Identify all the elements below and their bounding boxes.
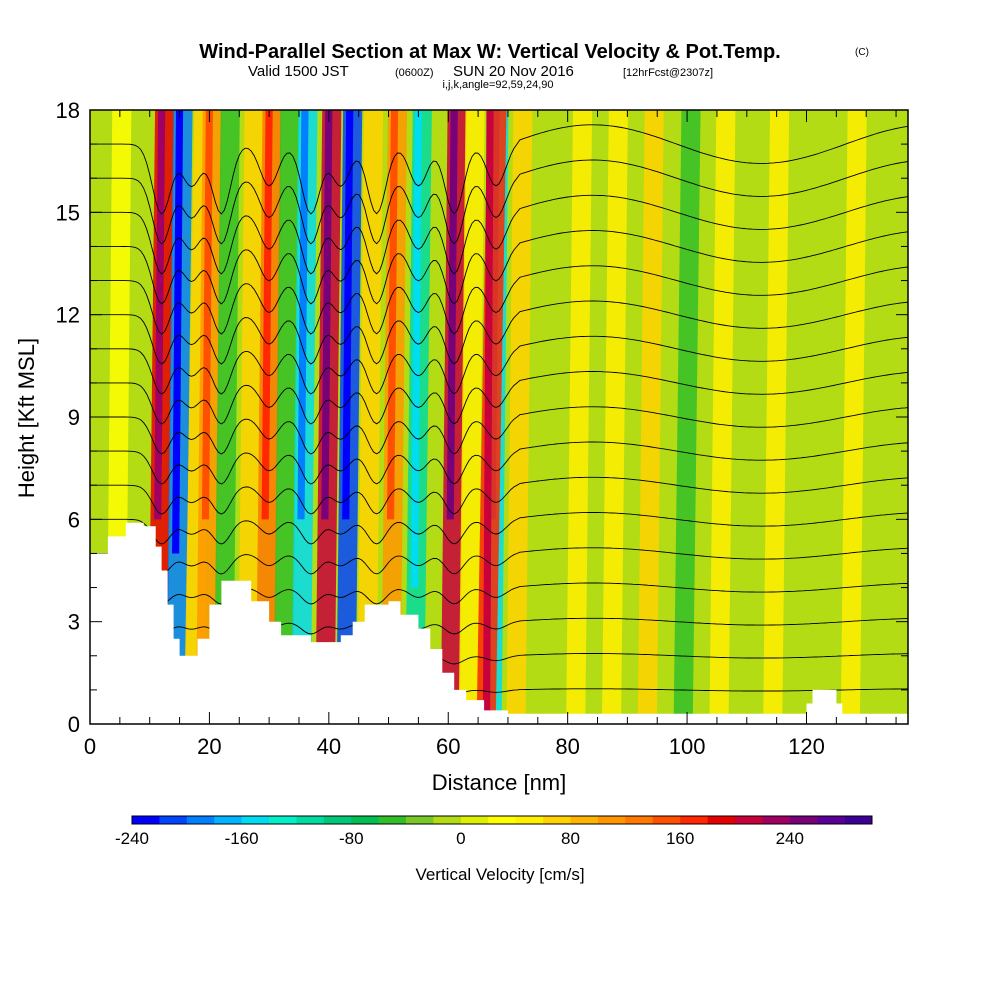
colorbar-swatch: [680, 816, 708, 824]
colorbar-tick-label: -160: [225, 829, 259, 848]
colorbar-tick-label: 240: [776, 829, 804, 848]
velocity-band: [637, 110, 664, 724]
colorbar-swatch: [597, 816, 626, 824]
velocity-core: [386, 110, 399, 520]
colorbar-swatch: [296, 816, 325, 824]
velocity-band: [506, 110, 533, 724]
colorbar-swatch: [817, 816, 845, 824]
theta-contour: [90, 512, 908, 545]
y-tick-label: 18: [56, 98, 80, 123]
theta-contour: [90, 371, 908, 425]
colorbar-swatch: [734, 816, 763, 824]
colorbar-swatch: [789, 816, 818, 824]
colorbar-tick-label: -80: [339, 829, 364, 848]
theta-contour: [90, 230, 908, 305]
velocity-band: [673, 110, 701, 724]
chart-title: Wind-Parallel Section at Max W: Vertical…: [199, 41, 780, 63]
theta-contour: [90, 547, 908, 575]
colorbar-swatch: [433, 816, 462, 824]
colorbar: -240 -160 -80 0 80 160 240: [115, 815, 873, 848]
velocity-core: [172, 110, 184, 554]
copyright-mark: (C): [855, 47, 869, 58]
x-tick-label: 100: [669, 734, 706, 759]
colorbar-label: Vertical Velocity [cm/s]: [415, 865, 584, 884]
x-tick-label: 20: [197, 734, 221, 759]
valid-date: SUN 20 Nov 2016: [453, 63, 574, 80]
y-tick-label: 6: [68, 507, 80, 532]
velocity-core: [154, 110, 166, 520]
x-tick-label: 80: [555, 734, 579, 759]
colorbar-swatch: [460, 816, 489, 824]
colorbar-swatch: [652, 816, 681, 824]
colorbar-swatch: [762, 816, 791, 824]
x-axis-label: Distance [nm]: [432, 770, 567, 795]
colorbar-frame: [131, 815, 873, 825]
x-tick-label: 40: [317, 734, 341, 759]
x-axis-ticks: 0 20 40 60 80 100 120: [84, 110, 897, 759]
colorbar-swatch: [351, 816, 379, 824]
velocity-core: [297, 110, 309, 520]
plot-area: [90, 110, 908, 724]
colorbar-swatch: [186, 816, 215, 824]
velocity-band: [458, 110, 485, 724]
velocity-band: [237, 110, 264, 724]
velocity-band: [709, 110, 736, 724]
y-tick-label: 3: [68, 610, 80, 635]
y-axis-label: Height [Kft MSL]: [14, 338, 39, 498]
colorbar-swatch: [488, 816, 517, 824]
colorbar-swatch: [406, 816, 434, 824]
velocity-band: [601, 110, 628, 724]
y-tick-label: 9: [68, 405, 80, 430]
y-tick-label: 0: [68, 712, 80, 737]
velocity-band: [763, 110, 790, 724]
theta-contour: [90, 265, 908, 335]
colorbar-swatch: [515, 816, 544, 824]
colorbar-tick-label: 160: [666, 829, 694, 848]
theta-contour: [90, 476, 908, 515]
colorbar-swatch: [844, 816, 873, 824]
y-axis-ticks: 0 3 6 9 12 15 18: [56, 98, 908, 737]
y-tick-label: 15: [56, 200, 80, 225]
x-tick-label: 60: [436, 734, 460, 759]
colorbar-swatch: [543, 816, 571, 824]
colorbar-tick-label: -240: [115, 829, 149, 848]
theta-contour: [90, 124, 908, 215]
velocity-core: [342, 110, 354, 520]
theta-contour: [90, 159, 908, 245]
colorbar-tick-label: 0: [456, 829, 465, 848]
colorbar-swatch: [132, 816, 160, 824]
colorbar-swatch: [323, 816, 352, 824]
colorbar-swatch: [625, 816, 654, 824]
theta-contour: [90, 335, 908, 395]
y-tick-label: 12: [56, 303, 80, 328]
velocity-core: [261, 110, 273, 520]
colorbar-swatch: [378, 816, 407, 824]
forecast-info: [12hrFcst@2307z]: [623, 67, 713, 79]
colorbar-swatch: [214, 816, 242, 824]
velocity-band: [566, 110, 593, 724]
velocity-core: [321, 110, 333, 520]
velocity-band: [530, 110, 558, 724]
x-tick-label: 0: [84, 734, 96, 759]
velocity-band: [357, 110, 384, 724]
valid-time-utc: (0600Z): [395, 67, 434, 79]
theta-contour: [90, 441, 908, 485]
colorbar-swatch: [570, 816, 599, 824]
colorbar-swatch: [241, 816, 270, 824]
velocity-core: [201, 110, 213, 520]
terrain: [90, 522, 908, 724]
theta-contour: [90, 194, 908, 275]
x-tick-label: 120: [788, 734, 825, 759]
valid-time-prefix: Valid 1500 JST: [248, 63, 349, 80]
colorbar-swatch: [707, 816, 736, 824]
velocity-band: [840, 110, 867, 724]
grid-indices: i,j,k,angle=92,59,24,90: [442, 79, 553, 91]
theta-contour: [90, 300, 908, 365]
colorbar-tick-label: 80: [561, 829, 580, 848]
colorbar-swatch: [159, 816, 188, 824]
velocity-core: [482, 110, 494, 724]
theta-contour: [90, 406, 908, 455]
colorbar-swatch: [269, 816, 297, 824]
